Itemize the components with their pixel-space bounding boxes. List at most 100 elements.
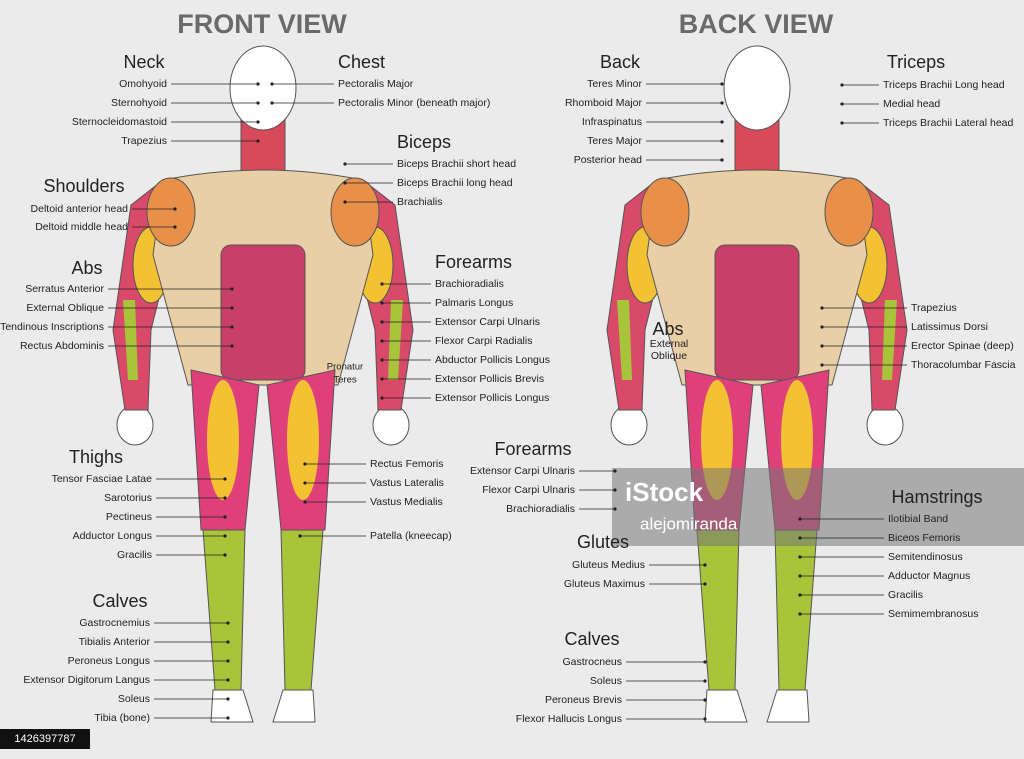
leader-dot <box>223 534 227 538</box>
muscle-label: Triceps Brachii Lateral head <box>883 117 1014 129</box>
leader-dot <box>223 515 227 519</box>
muscle-label: Teres Major <box>587 135 642 147</box>
muscle-label: Semimembranosus <box>888 608 978 620</box>
leader-dot <box>226 640 230 644</box>
muscle-label: Gracilis <box>888 589 923 601</box>
leader-dot <box>703 660 707 664</box>
muscle-label: Peroneus Longus <box>68 655 150 667</box>
muscle-label: Posterior head <box>574 154 642 166</box>
leader-dot <box>256 139 260 143</box>
leader-dot <box>798 593 802 597</box>
muscle-label: External Oblique <box>26 302 104 314</box>
leader-dot <box>380 377 384 381</box>
leader-dot <box>380 358 384 362</box>
muscle-label: Extensor Carpi Ulnaris <box>470 465 575 477</box>
muscle-label: Tensor Fasciae Latae <box>52 473 153 485</box>
leader-dot <box>798 574 802 578</box>
muscle-label: Tibialis Anterior <box>79 636 151 648</box>
muscle-label: Brachioradialis <box>435 278 504 290</box>
muscle-label: Medial head <box>883 98 940 110</box>
leader-dot <box>703 698 707 702</box>
leader-dot <box>230 325 234 329</box>
leader-dot <box>798 612 802 616</box>
muscle-label: Omohyoid <box>119 78 167 90</box>
muscle-label: Peroneus Brevis <box>545 694 622 706</box>
leader-dot <box>256 120 260 124</box>
muscle-label: Tendinous Inscriptions <box>0 321 104 333</box>
leader-dot <box>613 488 617 492</box>
group-heading: Thighs <box>69 447 123 467</box>
muscle-label: Extensor Digitorum Langus <box>23 674 150 686</box>
leader-dot <box>820 363 824 367</box>
leader-dot <box>798 555 802 559</box>
muscle-label: Serratus Anterior <box>25 283 104 295</box>
muscle-label: Extensor Pollicis Longus <box>435 392 549 404</box>
muscle-label: Erector Spinae (deep) <box>911 340 1014 352</box>
group-heading: Hamstrings <box>891 487 982 507</box>
muscle-label: Tibia (bone) <box>94 712 150 724</box>
leader-dot <box>226 659 230 663</box>
muscle-label: Patella (kneecap) <box>370 530 452 542</box>
leader-dot <box>173 207 177 211</box>
leader-dot <box>820 325 824 329</box>
leader-dot <box>226 621 230 625</box>
leader-dot <box>380 320 384 324</box>
muscle-label: Sternocleidomastoid <box>72 116 167 128</box>
leader-dot <box>343 181 347 185</box>
leader-dot <box>223 496 227 500</box>
leader-dot <box>230 287 234 291</box>
front-figure <box>112 45 414 723</box>
leader-dot <box>230 306 234 310</box>
muscle-label: External <box>650 338 689 350</box>
muscle-label: Trapezius <box>121 135 167 147</box>
muscle-label: Gracilis <box>117 549 152 561</box>
leader-dot <box>270 101 274 105</box>
front-title: FRONT VIEW <box>177 9 347 39</box>
group-heading: Forearms <box>494 439 571 459</box>
leader-dot <box>703 563 707 567</box>
muscle-label: Latissimus Dorsi <box>911 321 988 333</box>
group-heading: Biceps <box>397 132 451 152</box>
muscle-label: Soleus <box>590 675 622 687</box>
muscle-label: Ilotibial Band <box>888 513 948 525</box>
muscle-label: Adductor Magnus <box>888 570 970 582</box>
leader-dot <box>303 481 307 485</box>
leader-dot <box>798 517 802 521</box>
leader-dot <box>343 162 347 166</box>
muscle-label: Pectoralis Major <box>338 78 414 90</box>
back-figure <box>606 45 908 723</box>
muscle-label: Vastus Lateralis <box>370 477 444 489</box>
muscle-label: Abductor Pollicis Longus <box>435 354 550 366</box>
muscle-label: Sarotorius <box>104 492 152 504</box>
group-heading: Shoulders <box>43 176 124 196</box>
group-heading: Abs <box>71 258 102 278</box>
leader-dot <box>380 396 384 400</box>
group-heading: Back <box>600 52 641 72</box>
muscle-label: Biceps Brachii short head <box>397 158 516 170</box>
leader-dot <box>798 536 802 540</box>
muscle-label: Flexor Hallucis Longus <box>516 713 622 725</box>
watermark-box <box>612 468 1024 546</box>
muscle-label: Extensor Carpi Ulnaris <box>435 316 540 328</box>
leader-dot <box>613 507 617 511</box>
muscle-label: Triceps Brachii Long head <box>883 79 1005 91</box>
muscle-label: Rhomboid Major <box>565 97 643 109</box>
leader-dot <box>703 582 707 586</box>
muscle-label: Pectineus <box>106 511 152 523</box>
group-heading: Triceps <box>887 52 945 72</box>
leader-dot <box>303 462 307 466</box>
muscle-label: Oblique <box>651 350 687 362</box>
muscle-label: Pectoralis Minor (beneath major) <box>338 97 490 109</box>
watermark-credit: alejomiranda <box>640 514 738 533</box>
leader-dot <box>380 301 384 305</box>
leader-dot <box>298 534 302 538</box>
muscle-label: Brachioradialis <box>506 503 575 515</box>
group-heading: Chest <box>338 52 385 72</box>
leader-dot <box>223 477 227 481</box>
muscle-label: Deltoid middle head <box>35 221 128 233</box>
leader-dot <box>343 200 347 204</box>
muscle-label: Rectus Abdominis <box>20 340 104 352</box>
image-id: 1426397787 <box>14 733 75 745</box>
muscle-label: Vastus Medialis <box>370 496 443 508</box>
muscle-label: Infraspinatus <box>582 116 642 128</box>
